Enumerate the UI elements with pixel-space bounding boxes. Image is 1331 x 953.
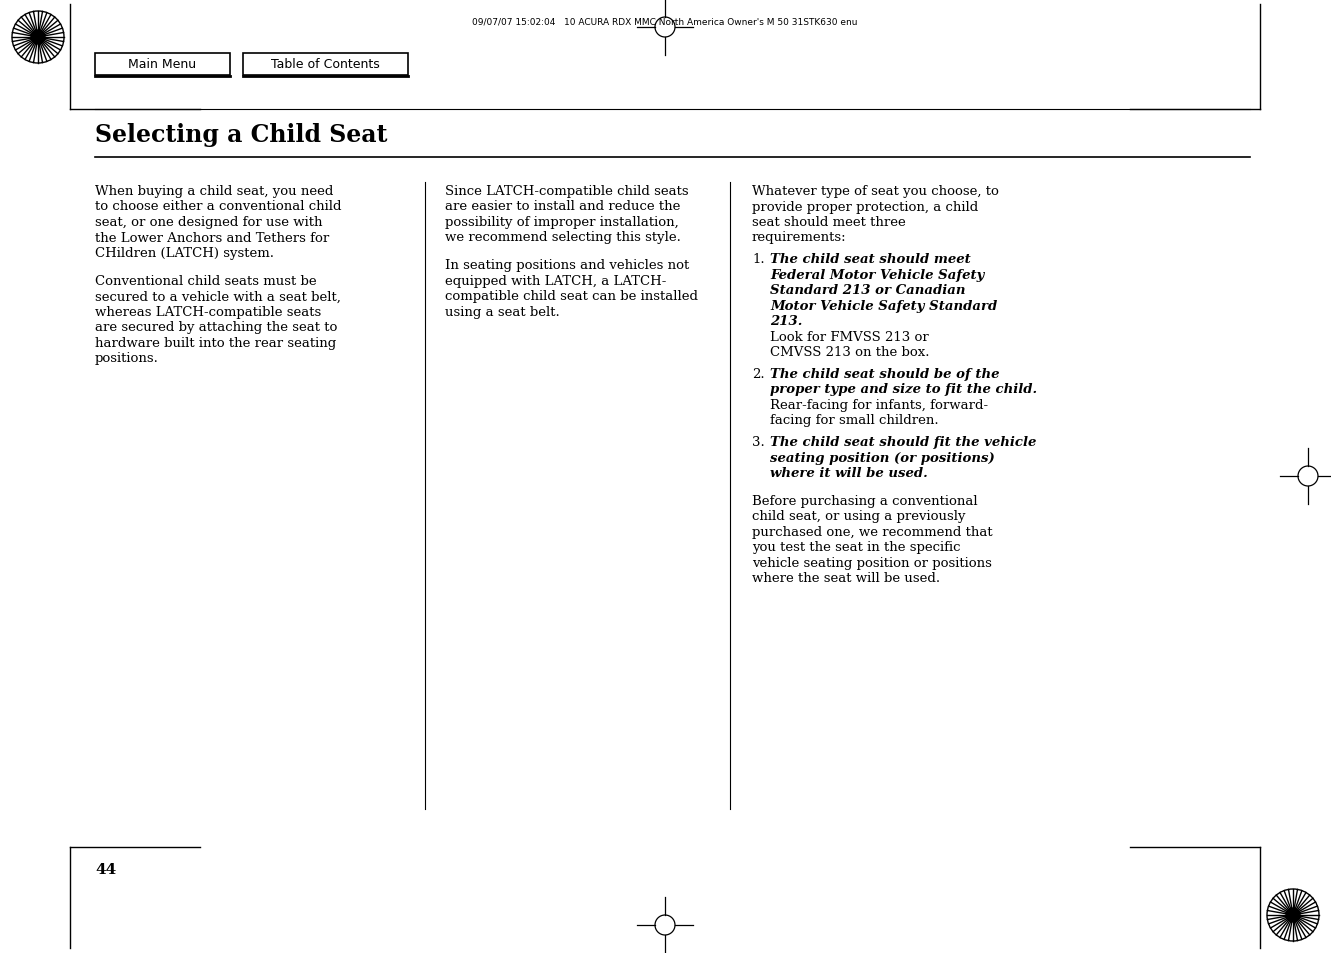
Text: Rear-facing for infants, forward-: Rear-facing for infants, forward-: [771, 398, 988, 412]
Text: to choose either a conventional child: to choose either a conventional child: [95, 200, 342, 213]
Text: using a seat belt.: using a seat belt.: [445, 306, 560, 318]
Text: 2.: 2.: [752, 368, 764, 380]
Text: CHildren (LATCH) system.: CHildren (LATCH) system.: [95, 247, 274, 260]
Text: where it will be used.: where it will be used.: [771, 467, 928, 479]
Text: When buying a child seat, you need: When buying a child seat, you need: [95, 185, 333, 198]
Text: 09/07/07 15:02:04   10 ACURA RDX MMC North America Owner's M 50 31STK630 enu: 09/07/07 15:02:04 10 ACURA RDX MMC North…: [473, 17, 857, 27]
Text: equipped with LATCH, a LATCH-: equipped with LATCH, a LATCH-: [445, 274, 667, 288]
Text: seat should meet three: seat should meet three: [752, 215, 906, 229]
Text: requirements:: requirements:: [752, 232, 847, 244]
Text: Selecting a Child Seat: Selecting a Child Seat: [95, 123, 387, 147]
Text: Main Menu: Main Menu: [128, 58, 197, 71]
Text: provide proper protection, a child: provide proper protection, a child: [752, 200, 978, 213]
Text: possibility of improper installation,: possibility of improper installation,: [445, 215, 679, 229]
Text: Conventional child seats must be: Conventional child seats must be: [95, 274, 317, 288]
Text: are easier to install and reduce the: are easier to install and reduce the: [445, 200, 680, 213]
Text: In seating positions and vehicles not: In seating positions and vehicles not: [445, 259, 689, 273]
FancyBboxPatch shape: [244, 54, 409, 76]
Text: positions.: positions.: [95, 352, 158, 365]
Text: vehicle seating position or positions: vehicle seating position or positions: [752, 557, 992, 569]
Text: The child seat should be of the: The child seat should be of the: [771, 368, 1000, 380]
Text: purchased one, we recommend that: purchased one, we recommend that: [752, 525, 993, 538]
FancyBboxPatch shape: [95, 54, 230, 76]
Text: secured to a vehicle with a seat belt,: secured to a vehicle with a seat belt,: [95, 290, 341, 303]
Text: we recommend selecting this style.: we recommend selecting this style.: [445, 232, 681, 244]
Text: whereas LATCH-compatible seats: whereas LATCH-compatible seats: [95, 306, 321, 318]
Text: Motor Vehicle Safety Standard: Motor Vehicle Safety Standard: [771, 299, 997, 313]
Text: The child seat should fit the vehicle: The child seat should fit the vehicle: [771, 436, 1037, 449]
Text: proper type and size to fit the child.: proper type and size to fit the child.: [771, 383, 1037, 396]
Text: facing for small children.: facing for small children.: [771, 414, 938, 427]
Text: CMVSS 213 on the box.: CMVSS 213 on the box.: [771, 346, 929, 359]
Text: 3.: 3.: [752, 436, 765, 449]
Text: Before purchasing a conventional: Before purchasing a conventional: [752, 495, 978, 507]
Text: Table of Contents: Table of Contents: [272, 58, 379, 71]
Text: you test the seat in the specific: you test the seat in the specific: [752, 541, 961, 554]
Text: Federal Motor Vehicle Safety: Federal Motor Vehicle Safety: [771, 269, 985, 281]
Text: The child seat should meet: The child seat should meet: [771, 253, 970, 266]
Text: Look for FMVSS 213 or: Look for FMVSS 213 or: [771, 331, 929, 343]
Text: hardware built into the rear seating: hardware built into the rear seating: [95, 336, 337, 350]
Text: 44: 44: [95, 862, 116, 876]
Text: child seat, or using a previously: child seat, or using a previously: [752, 510, 965, 523]
Text: Standard 213 or Canadian: Standard 213 or Canadian: [771, 284, 965, 297]
Text: seating position (or positions): seating position (or positions): [771, 451, 994, 464]
Circle shape: [31, 30, 45, 45]
Circle shape: [1286, 908, 1300, 923]
Text: compatible child seat can be installed: compatible child seat can be installed: [445, 290, 697, 303]
Text: where the seat will be used.: where the seat will be used.: [752, 572, 940, 585]
Text: Since LATCH-compatible child seats: Since LATCH-compatible child seats: [445, 185, 688, 198]
Text: 213.: 213.: [771, 314, 803, 328]
Text: 1.: 1.: [752, 253, 764, 266]
Text: are secured by attaching the seat to: are secured by attaching the seat to: [95, 321, 337, 335]
Text: the Lower Anchors and Tethers for: the Lower Anchors and Tethers for: [95, 232, 329, 244]
Text: seat, or one designed for use with: seat, or one designed for use with: [95, 215, 322, 229]
Text: Whatever type of seat you choose, to: Whatever type of seat you choose, to: [752, 185, 998, 198]
